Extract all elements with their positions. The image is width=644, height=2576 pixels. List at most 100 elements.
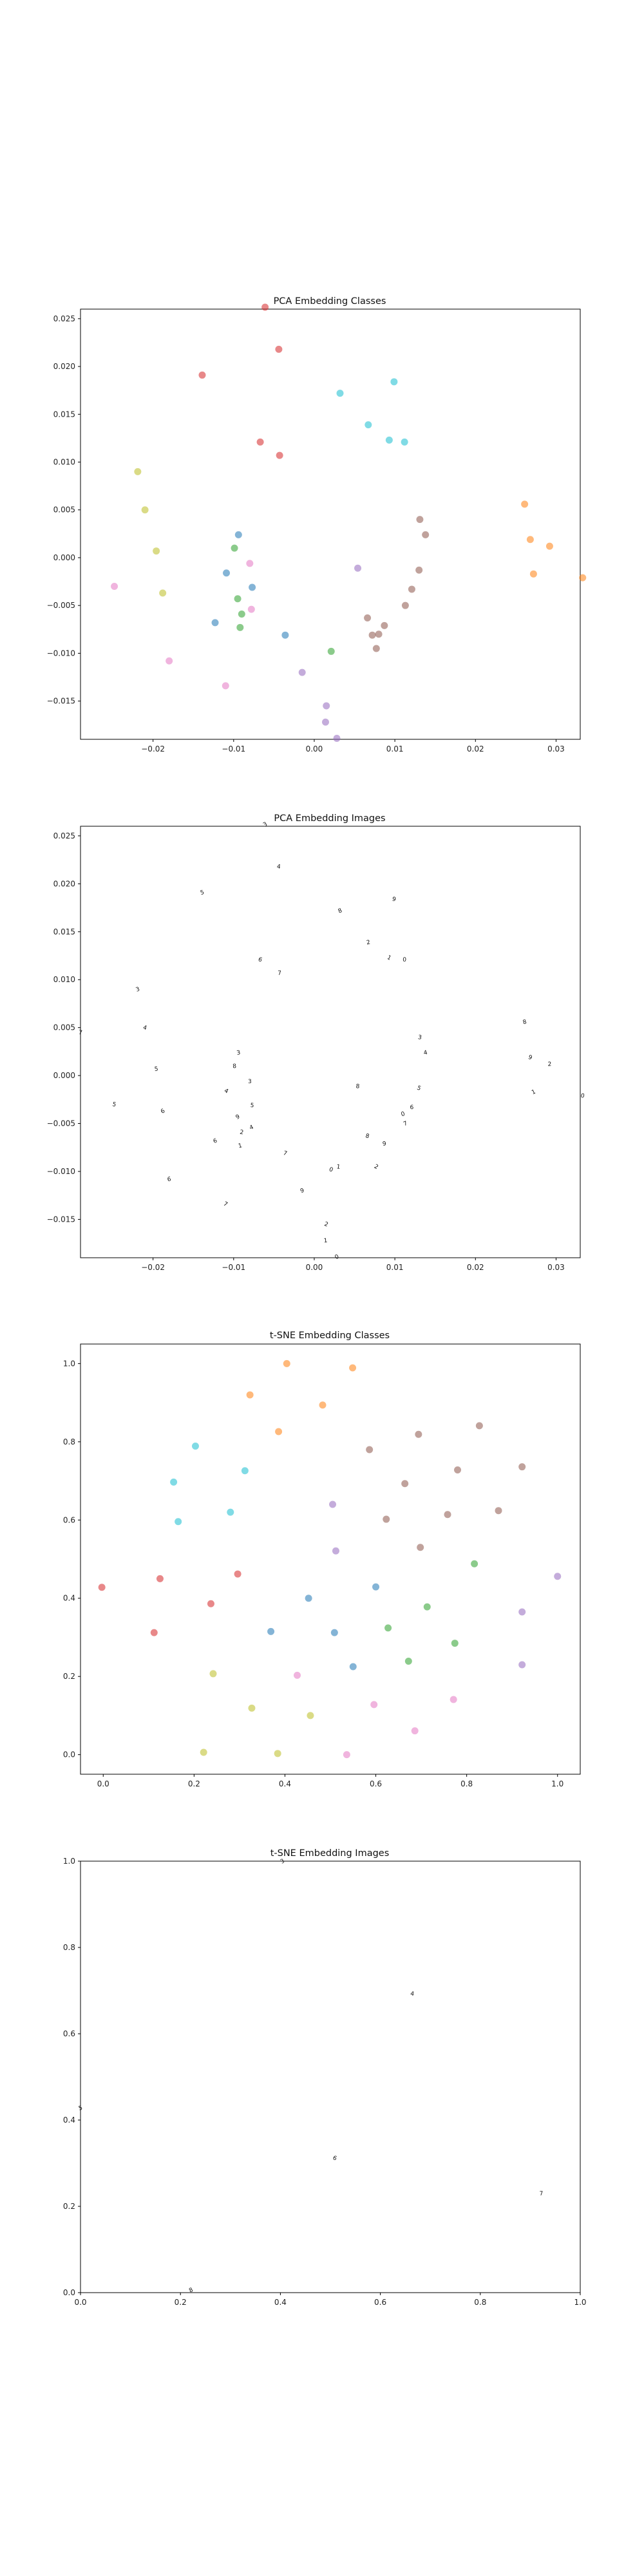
scatter-point — [364, 614, 372, 621]
image-marker: 6 — [410, 1104, 413, 1111]
scatter-point — [401, 601, 409, 609]
scatter-point — [246, 560, 254, 567]
scatter-point — [554, 1573, 562, 1580]
image-marker: 4 — [410, 1991, 415, 1998]
scatter-point — [444, 1511, 451, 1519]
scatter-point — [349, 1364, 357, 1372]
image-marker: 9 — [392, 896, 397, 904]
scatter-point — [518, 1608, 526, 1616]
panel-tsne-classes: t-SNE Embedding Classes 0.0 0.2 0.4 0.6 0.8 1… — [63, 1331, 581, 1788]
scatter-point — [231, 544, 238, 552]
scatter-point — [294, 1671, 301, 1679]
axes-frame — [80, 826, 581, 1258]
scatter-point — [401, 438, 408, 446]
scatter-point — [198, 371, 206, 379]
scatter-point — [267, 1627, 275, 1635]
scatter-point — [349, 1663, 357, 1671]
image-marker: 1 — [531, 1089, 536, 1096]
scatter-point — [249, 583, 256, 591]
image-marker: 6 — [213, 1138, 218, 1145]
x-tick-label: 0.2 — [175, 2298, 187, 2307]
y-tick-label: −0.005 — [47, 1119, 75, 1128]
image-marker: 3 — [279, 1858, 286, 1866]
scatter-point — [246, 1391, 254, 1399]
image-marker: 5 — [111, 1101, 117, 1108]
scatter-point — [209, 1670, 217, 1678]
scatter-point — [365, 421, 372, 429]
image-marker: 4 — [276, 864, 281, 871]
scatter-point — [471, 1560, 478, 1567]
x-tick-label: 1.0 — [574, 2298, 586, 2307]
image-marker: 3 — [236, 1050, 241, 1057]
y-tick-label: 0.0 — [63, 1750, 75, 1759]
image-marker: 8 — [365, 1133, 370, 1140]
image-marker: 9 — [299, 1188, 305, 1195]
scatter-point — [343, 1751, 350, 1759]
scatter-point — [234, 595, 242, 603]
scatter-point — [98, 1584, 106, 1591]
image-marker: 3 — [417, 1034, 422, 1041]
image-marker: 7 — [78, 1030, 82, 1037]
image-marker: 7 — [402, 1121, 408, 1128]
scatter-point — [159, 589, 167, 597]
scatter-point — [170, 1478, 178, 1486]
scatter-point — [332, 1547, 339, 1555]
image-marker: 2 — [548, 1061, 552, 1068]
image-marker: 8 — [337, 907, 344, 915]
scatter-point — [521, 500, 529, 508]
image-marker: 4 — [423, 1050, 428, 1057]
scatter-point — [401, 1480, 409, 1488]
scatter-point — [281, 631, 289, 639]
scatter-point — [276, 451, 283, 459]
scatter-point — [234, 1570, 242, 1578]
scatter-point — [327, 647, 335, 655]
scatter-point — [156, 1575, 164, 1582]
y-tick-label: 0.020 — [53, 879, 75, 888]
x-tick-label: 0.00 — [306, 744, 323, 753]
scatter-point — [261, 303, 269, 311]
axis-ticks: −0.02 −0.01 0.00 0.01 0.02 0.03 −0.015 −0.010 −0… — [47, 831, 565, 1272]
image-marker: 7 — [278, 971, 281, 977]
axis-ticks: 0.0 0.2 0.4 0.6 0.8 1.0 0.0 0.2 0.4 0.6 0.8 1.0 — [63, 1857, 587, 2307]
scatter-point — [354, 564, 362, 572]
y-tick-label: 0.6 — [63, 2029, 75, 2038]
scatter-point — [283, 1359, 290, 1367]
scatter-point — [408, 585, 415, 593]
image-marker: 8 — [232, 1063, 237, 1070]
y-tick-label: 0.8 — [63, 1943, 75, 1952]
scatter-point — [381, 621, 388, 629]
image-marker: 6 — [167, 1176, 171, 1183]
x-tick-label: 0.02 — [467, 1263, 484, 1272]
image-marker: 5 — [200, 889, 205, 896]
scatter-point — [248, 1704, 256, 1712]
image-marker: 9 — [382, 1141, 386, 1148]
image-marker: 7 — [539, 2191, 543, 2197]
x-tick-label: 0.6 — [374, 2298, 386, 2307]
image-marker: 2 — [373, 1164, 379, 1171]
image-marker: 0 — [334, 1254, 341, 1262]
image-marker: 4 — [142, 1025, 148, 1032]
scatter-point — [321, 718, 329, 726]
scatter-point — [411, 1727, 419, 1735]
y-tick-label: 0.015 — [53, 410, 75, 419]
y-tick-label: 0.005 — [53, 1023, 75, 1032]
scatter-point — [383, 1515, 390, 1523]
image-marker: 1 — [336, 1164, 341, 1171]
image-marker: 5 — [250, 1103, 254, 1109]
scatter-point — [241, 1467, 249, 1475]
y-tick-label: −0.010 — [47, 649, 75, 658]
scatter-point — [545, 542, 553, 550]
y-tick-label: 0.0 — [63, 2288, 75, 2297]
y-tick-label: 1.0 — [63, 1857, 75, 1866]
scatter-point — [415, 566, 423, 574]
scatter-point — [450, 1696, 457, 1703]
scatter-point — [518, 1661, 526, 1669]
y-tick-label: 1.0 — [63, 1359, 75, 1368]
scatter-point — [200, 1748, 207, 1756]
chart-title: t-SNE Embedding Classes — [270, 1331, 390, 1341]
x-tick-label: 0.03 — [547, 1263, 565, 1272]
image-marker: 2 — [323, 1221, 329, 1228]
y-tick-label: 0.6 — [63, 1515, 75, 1524]
x-tick-label: 0.03 — [547, 744, 565, 753]
